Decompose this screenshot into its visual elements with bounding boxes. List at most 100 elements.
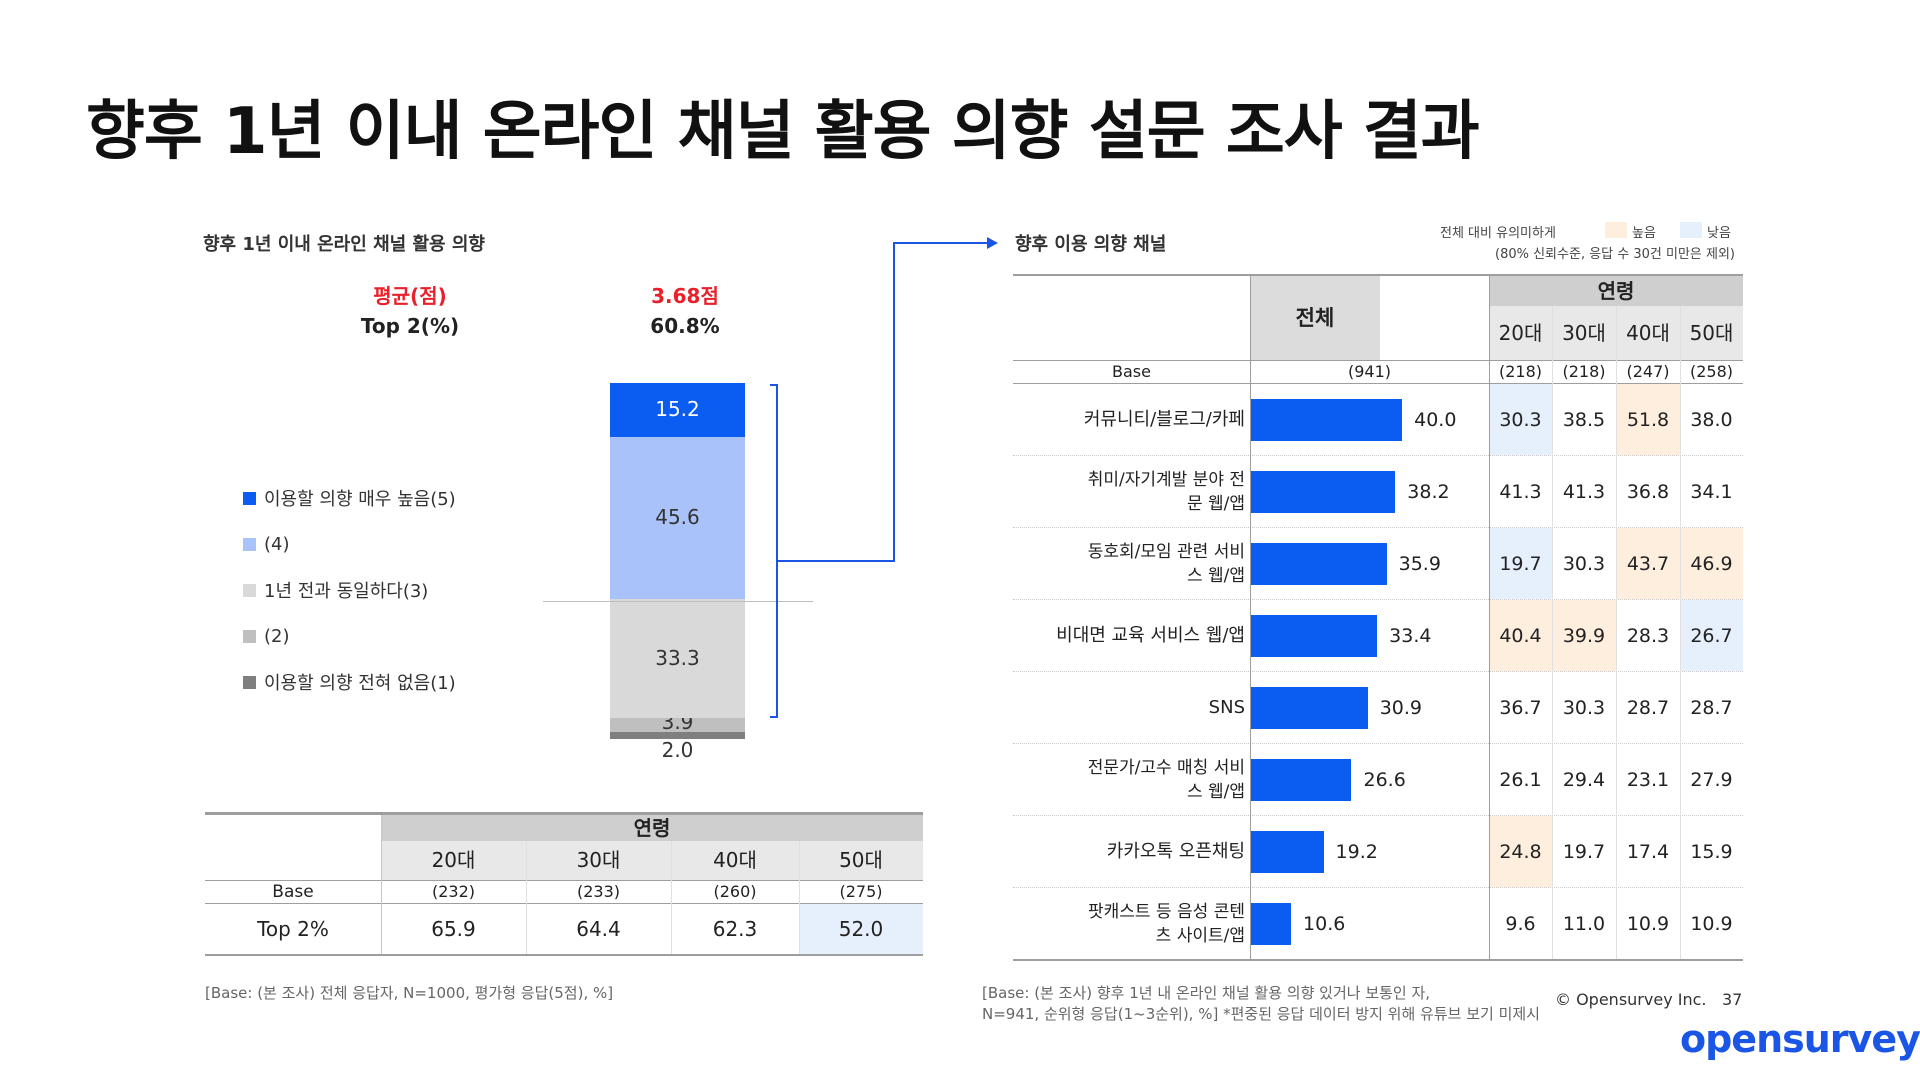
legend-item: (4) bbox=[243, 521, 456, 567]
age-value-cell: 26.1 bbox=[1499, 769, 1542, 791]
category-label: SNS bbox=[1208, 697, 1245, 718]
channel-bar bbox=[1251, 399, 1403, 441]
age-group-header: 연령 bbox=[381, 815, 923, 841]
left-age-table: 연령 20대 30대 40대 50대 Base (232) (233) (260… bbox=[205, 812, 923, 957]
age-header-row bbox=[381, 841, 923, 880]
age-header-30: 30대 bbox=[576, 848, 621, 872]
legend-item: 1년 전과 동일하다(3) bbox=[243, 567, 456, 613]
row-separator bbox=[1013, 815, 1743, 816]
channel-bar bbox=[1251, 831, 1324, 873]
table-row: SNS 30.9 36.7 30.3 28.7 28.7 bbox=[1013, 672, 1743, 744]
row-separator bbox=[1013, 671, 1743, 672]
col-divider bbox=[799, 841, 800, 954]
base-value: (260) bbox=[713, 882, 757, 901]
age-header-20: 20대 bbox=[1498, 321, 1543, 345]
age-header-50: 50대 bbox=[1689, 321, 1734, 345]
top2-value: 60.8% bbox=[650, 314, 720, 338]
age-value-cell: 36.8 bbox=[1626, 481, 1670, 503]
age-base: (258) bbox=[1689, 362, 1734, 381]
legend-label: 이용할 의향 전혀 없음(1) bbox=[264, 673, 456, 694]
total-header: 전체 bbox=[1295, 306, 1335, 330]
rule bbox=[205, 880, 923, 881]
stack-value-label: 33.3 bbox=[655, 645, 700, 670]
right-note-line1: [Base: (본 조사) 향후 1년 내 온라인 채널 활용 의향 있거나 보… bbox=[982, 984, 1431, 1002]
rtable-bottom-rule bbox=[1013, 959, 1743, 961]
col-divider bbox=[526, 841, 527, 954]
legend-swatch bbox=[243, 491, 256, 505]
table-top-rule bbox=[205, 812, 923, 815]
age-base: (247) bbox=[1626, 362, 1670, 381]
sig-high-label: 높음 bbox=[1632, 226, 1656, 241]
legend-item: 이용할 의향 전혀 없음(1) bbox=[243, 659, 456, 705]
left-subtitle: 향후 1년 이내 온라인 채널 활용 의향 bbox=[203, 234, 485, 255]
stack-segment bbox=[610, 717, 745, 732]
top2-row-label: Top 2% bbox=[257, 917, 329, 941]
reference-line bbox=[543, 601, 813, 602]
bar-value-label: 19.2 bbox=[1335, 841, 1378, 863]
legend-label: 이용할 의향 매우 높음(5) bbox=[264, 489, 456, 510]
base-label: Base bbox=[272, 882, 314, 902]
channel-table-body: 커뮤니티/블로그/카페 40.0 30.3 38.5 51.8 38.0 취미/자기계발 분… bbox=[1013, 384, 1743, 960]
top2-value-cell: 52.0 bbox=[838, 917, 884, 941]
right-note-line2: N=941, 순위형 응답(1~3순위), %] *편중된 응답 데이터 방지 … bbox=[982, 1005, 1540, 1023]
col-divider bbox=[1552, 306, 1553, 960]
category-label: 동호회/모임 관련 서비스 웹/앱 bbox=[1087, 542, 1245, 586]
top2-label: Top 2(%) bbox=[360, 314, 460, 338]
table-row: 커뮤니티/블로그/카페 40.0 30.3 38.5 51.8 38.0 bbox=[1013, 384, 1743, 456]
bar-value-label: 35.9 bbox=[1398, 553, 1441, 575]
left-note: [Base: (본 조사) 전체 응답자, N=1000, 평가형 응답(5점)… bbox=[205, 984, 614, 1002]
age-value-cell: 10.9 bbox=[1626, 913, 1670, 935]
category-label: 비대면 교육 서비스 웹/앱 bbox=[1056, 625, 1245, 646]
base-value: (232) bbox=[431, 882, 476, 901]
table-row: 동호회/모임 관련 서비스 웹/앱 35.9 19.7 30.3 43.7 46.9 bbox=[1013, 528, 1743, 600]
age-value-cell: 40.4 bbox=[1489, 600, 1552, 671]
col-divider bbox=[1616, 306, 1617, 960]
channel-bar bbox=[1251, 543, 1387, 585]
age-value-cell: 38.5 bbox=[1562, 409, 1606, 431]
col-divider bbox=[1489, 276, 1490, 960]
age-header-40: 40대 bbox=[713, 848, 757, 872]
age-value-cell: 29.4 bbox=[1562, 769, 1606, 791]
rtable-top-rule bbox=[1013, 274, 1743, 276]
age-value-cell: 30.3 bbox=[1562, 697, 1606, 719]
bracket-icon bbox=[770, 384, 778, 718]
age-value-cell: 46.9 bbox=[1680, 528, 1743, 599]
col-divider bbox=[381, 815, 382, 954]
age-value-cell: 19.7 bbox=[1489, 528, 1552, 599]
age-value-cell: 11.0 bbox=[1562, 913, 1606, 935]
legend-swatch bbox=[243, 537, 256, 551]
age-value-cell: 38.0 bbox=[1690, 409, 1733, 431]
age-value-cell: 9.6 bbox=[1505, 913, 1536, 935]
age-base: (218) bbox=[1562, 362, 1606, 381]
bar-value-label: 30.9 bbox=[1379, 697, 1423, 719]
rule bbox=[1013, 383, 1743, 384]
total-header-cell bbox=[1250, 276, 1380, 360]
channel-bar bbox=[1251, 615, 1378, 657]
age-value-cell: 39.9 bbox=[1552, 600, 1616, 671]
legend-swatch bbox=[243, 675, 256, 689]
stack-value-label: 2.0 bbox=[661, 738, 694, 762]
table-row: 팟캐스트 등 음성 콘텐츠 사이트/앱 10.6 9.6 11.0 10.9 10.9 bbox=[1013, 888, 1743, 960]
stack-segment bbox=[610, 599, 745, 718]
base-value: (233) bbox=[576, 882, 621, 901]
age-value-cell: 24.8 bbox=[1489, 816, 1552, 887]
row-separator bbox=[1013, 527, 1743, 528]
table-row: 취미/자기계발 분야 전문 웹/앱 38.2 41.3 41.3 36.8 34.1 bbox=[1013, 456, 1743, 528]
table-row: 비대면 교육 서비스 웹/앱 33.4 40.4 39.9 28.3 26.7 bbox=[1013, 600, 1743, 672]
row-separator bbox=[1013, 887, 1743, 888]
age-value-cell: 15.9 bbox=[1690, 841, 1733, 863]
rule bbox=[205, 903, 923, 904]
stack-segment bbox=[610, 383, 745, 438]
age-value-cell: 19.7 bbox=[1562, 841, 1606, 863]
channel-bar bbox=[1251, 903, 1292, 945]
legend-swatch bbox=[243, 629, 256, 643]
age-value-cell: 41.3 bbox=[1499, 481, 1542, 503]
age-value-cell: 28.7 bbox=[1690, 697, 1733, 719]
bar-value-label: 26.6 bbox=[1363, 769, 1406, 791]
legend-label: (2) bbox=[264, 625, 290, 647]
age-value-cell: 23.1 bbox=[1626, 769, 1670, 791]
age-header-40: 40대 bbox=[1626, 321, 1670, 345]
page-title: 향후 1년 이내 온라인 채널 활용 의향 설문 조사 결과 bbox=[86, 95, 1480, 169]
top2-value-cell: 65.9 bbox=[431, 917, 476, 941]
legend-swatch bbox=[243, 583, 256, 597]
